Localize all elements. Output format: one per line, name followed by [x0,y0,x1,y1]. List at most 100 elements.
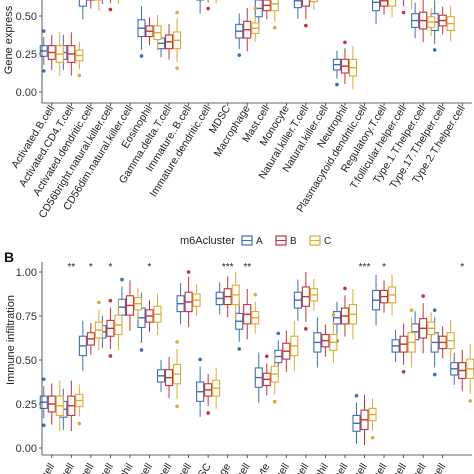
outlier-point [120,277,124,282]
panel-a-x-labels: Activated.B.cellActivated.CD4.T.cellActi… [9,103,468,221]
outlier-point [206,6,210,11]
outlier-point [432,308,437,312]
panel-b-y-ticks: 0.00 0.25 0.50 0.75 1.00 [16,267,42,455]
x-tick-label: T.cell [347,461,370,474]
outlier-point [409,308,414,312]
outlier-point [401,10,406,15]
legend-label-A: A [256,236,263,247]
outlier-point [175,66,179,70]
outlier-point [335,82,339,87]
outlier-point [41,377,46,381]
outlier-point [253,292,258,297]
outlier-point [41,423,46,428]
outlier-point [304,327,308,331]
x-tick-label: T.cell [54,461,77,474]
panel-b-boxes [39,270,474,446]
outlier-point [175,340,179,344]
outlier-point [186,270,191,274]
y-tick-label: 0.25 [16,49,37,61]
x-tick-label: r.cell [427,461,449,474]
x-tick-label: r.cell [290,461,312,474]
x-tick-label: ophil [114,461,136,474]
panel-a-boxes [39,0,455,90]
x-tick-label: r.cell [407,461,429,474]
box-A [78,0,87,7]
outlier-point [41,69,46,73]
significance-mark: *** [359,262,371,273]
outlier-point [343,286,347,291]
outlier-point [401,369,406,374]
panel-b-significance: ** * * * *** ** *** * * [67,262,464,273]
significance-mark: *** [222,262,234,273]
box-C [309,0,318,3]
x-tick-label: r.cell [368,461,390,474]
x-tick-label: T.cell [74,461,97,474]
outlier-point [175,404,179,409]
outlier-point [175,10,179,15]
outlier-point [108,354,113,358]
x-tick-label: T.cell [93,461,116,474]
x-tick-label: t.cell [231,461,253,474]
panel-b: B m6Acluster A B C Immune infiltration 0.00… [4,235,474,474]
x-tick-label: hage [211,461,234,474]
y-tick-label: 0.75 [16,311,37,323]
outlier-point [253,6,258,11]
x-tick-label: ophil [309,461,331,474]
outlier-point [432,372,437,377]
y-tick-label: 0.25 [16,399,37,411]
outlier-point [304,23,308,28]
box-A [371,0,381,12]
outlier-point [421,294,425,298]
panel-a-y-axis-label: Gene express [3,5,15,74]
y-tick-label: 0.00 [16,87,37,99]
x-tick-label: r.cell [388,461,410,474]
legend-label-C: C [324,236,331,247]
panel-b-y-axis-label: Immune infiltration [5,295,17,385]
outlier-point [370,435,375,440]
outlier-point [108,298,113,303]
outlier-point [354,393,359,398]
x-tick-label: T.cell [132,461,155,474]
significance-mark: * [108,262,112,273]
box-C [270,0,279,12]
y-tick-label: 1.00 [16,267,37,279]
outlier-point [198,357,202,362]
significance-mark: * [148,262,152,273]
outlier-point [41,29,46,33]
outlier-point [139,348,144,352]
outlier-point [237,53,242,57]
outlier-point [77,73,82,78]
y-tick-label: 0.00 [16,443,37,455]
x-tick-label: l.cell [173,461,194,474]
significance-mark: * [460,262,464,273]
x-tick-label: B.cell [34,461,58,474]
x-tick-label: T.cell [269,461,292,474]
outlier-point [206,411,210,415]
outlier-point [272,399,277,404]
outlier-point [272,25,277,30]
outlier-point [97,300,101,305]
significance-mark: ** [243,262,251,273]
box-C [387,0,397,7]
outlier-point [276,331,281,336]
outlier-point [343,40,347,45]
y-tick-label: 0.50 [16,11,37,23]
panel-b-letter: B [4,249,14,265]
outlier-point [139,54,144,58]
outlier-point [468,399,473,403]
significance-mark: ** [67,262,75,273]
box-B [301,0,310,7]
outlier-point [108,7,113,12]
panel-a: Gene express 0.00 0.25 0.50 Activated.B.ce… [3,0,472,220]
legend-label-B: B [290,236,297,247]
significance-mark: * [89,262,93,273]
significance-mark: * [382,262,386,273]
outlier-point [331,312,336,317]
outlier-point [77,421,82,426]
outlier-point [264,354,269,359]
panel-b-x-labels: B.cellT.cellT.cellT.cellophilT.cellB.cel… [34,455,449,474]
y-tick-label: 0.50 [16,355,37,367]
outlier-point [432,48,437,52]
legend-title: m6Acluster [180,235,235,247]
